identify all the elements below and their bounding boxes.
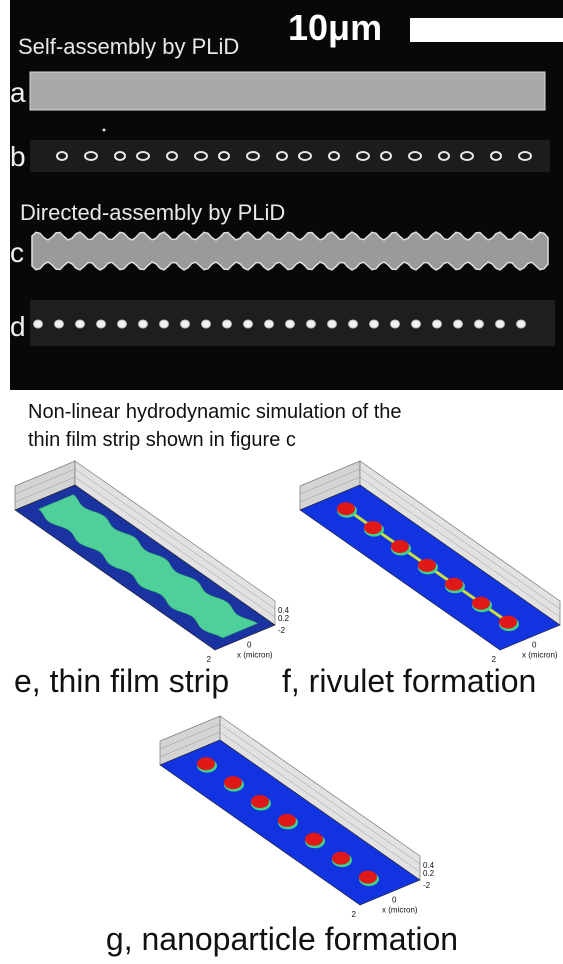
axis-label: x (micron) [522, 651, 558, 660]
axis-label: x (micron) [382, 906, 418, 915]
particle [223, 320, 232, 328]
film-strip [30, 72, 545, 110]
particle [244, 320, 253, 328]
particle [76, 320, 85, 328]
particle [202, 320, 211, 328]
particle [97, 320, 106, 328]
drop [445, 578, 463, 591]
axis-label: x (micron) [237, 651, 273, 660]
drop [305, 833, 323, 846]
drop [337, 502, 355, 515]
axis-label: 0 [247, 641, 252, 650]
panel-caption: f, rivulet formation [282, 663, 536, 699]
drop [499, 616, 517, 629]
particle [412, 320, 421, 328]
panel-caption: e, thin film strip [14, 663, 229, 699]
particle [328, 320, 337, 328]
particle [160, 320, 169, 328]
panel-label: b [10, 141, 26, 172]
drop [332, 852, 350, 865]
particle [517, 320, 526, 328]
axis-label: 0 [392, 896, 397, 905]
particle [370, 320, 379, 328]
particle [103, 129, 106, 132]
particle [181, 320, 190, 328]
panel-label: c [10, 237, 24, 268]
drop [364, 521, 382, 534]
particle [55, 320, 64, 328]
drop [391, 540, 409, 553]
section-title: Self-assembly by PLiD [18, 34, 239, 59]
drop [418, 559, 436, 572]
particle [433, 320, 442, 328]
axis-label: 0.2 [278, 614, 290, 623]
axis-label: -2 [423, 881, 431, 890]
particle [454, 320, 463, 328]
particle [118, 320, 127, 328]
panel-label: a [10, 77, 26, 108]
drop [278, 814, 296, 827]
figure: 10μm Self-assembly by PLiD Directed-asse… [0, 0, 563, 964]
drop [251, 795, 269, 808]
section-title: Directed-assembly by PLiD [20, 200, 285, 225]
particle [496, 320, 505, 328]
particle [139, 320, 148, 328]
drop [472, 597, 490, 610]
particle [391, 320, 400, 328]
axis-label: 0.2 [423, 869, 435, 878]
scale-label: 10μm [288, 7, 382, 48]
particle [475, 320, 484, 328]
drop [197, 757, 215, 770]
panel-label: d [10, 311, 26, 342]
axis-label: 0 [532, 641, 537, 650]
drop [359, 871, 377, 884]
panel-caption: g, nanoparticle formation [106, 921, 458, 957]
particle [307, 320, 316, 328]
drop [224, 776, 242, 789]
scale-bar [410, 18, 563, 42]
particle [34, 320, 43, 328]
particle [265, 320, 274, 328]
axis-label: 2 [352, 910, 357, 919]
caption: Non-linear hydrodynamic simulation of th… [28, 401, 402, 423]
particle [349, 320, 358, 328]
particle [286, 320, 295, 328]
axis-label: -2 [278, 626, 286, 635]
caption: thin film strip shown in figure c [28, 429, 296, 451]
